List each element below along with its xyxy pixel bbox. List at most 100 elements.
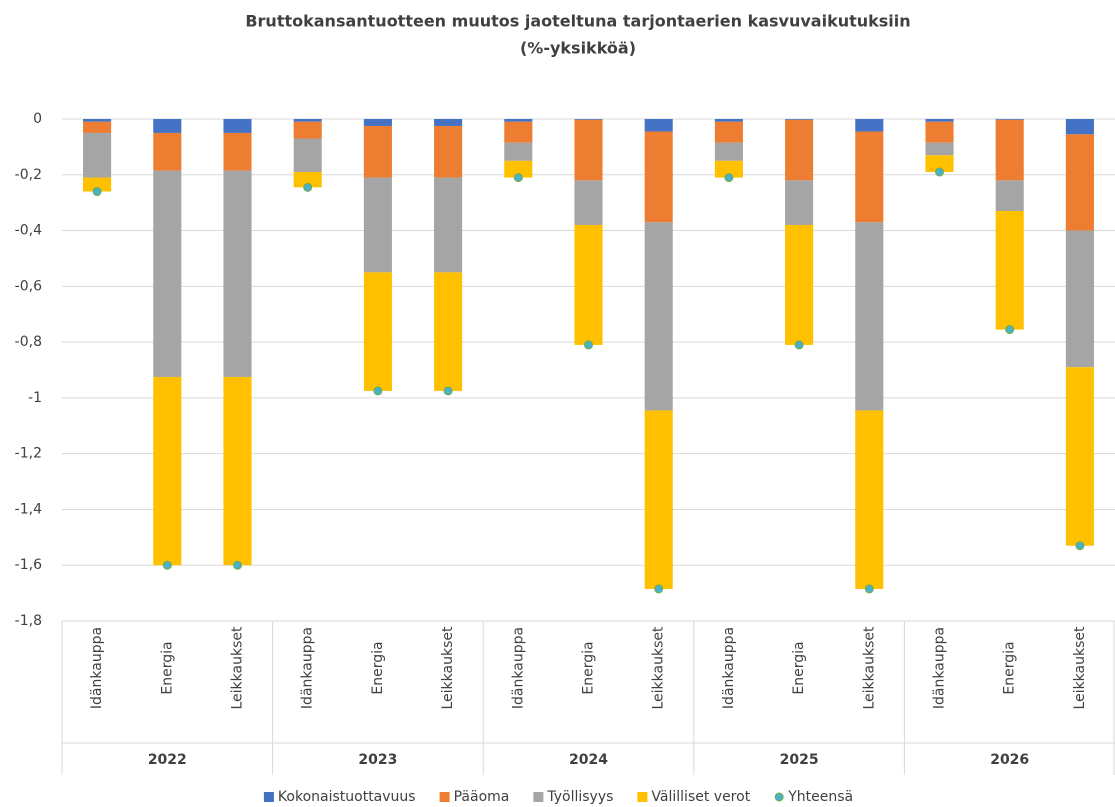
total-marker — [935, 167, 944, 177]
bar-segment — [714, 121, 743, 143]
total-marker — [92, 187, 102, 197]
chart-title: Bruttokansantuotteen muutos jaoteltuna t… — [245, 12, 910, 31]
total-marker — [233, 560, 242, 570]
bar-segment — [363, 125, 392, 178]
total-marker — [1005, 325, 1015, 335]
bar-segment — [363, 119, 392, 126]
bar-segment — [995, 119, 1024, 120]
bar-segment — [574, 119, 603, 181]
bar-segment — [83, 132, 112, 178]
bar-segment — [293, 171, 322, 188]
bar-segment — [504, 121, 533, 143]
total-marker — [303, 182, 313, 192]
x-tick-label: Leikkaukset — [440, 626, 456, 709]
bar-segment — [223, 119, 252, 133]
total-marker — [654, 584, 664, 594]
x-tick-label: Energia — [791, 641, 807, 694]
legend-icon — [533, 792, 544, 802]
bar-segment — [714, 160, 743, 178]
chart-subtitle: (%-yksikköä) — [520, 39, 636, 58]
y-tick-label: -0,6 — [15, 278, 42, 294]
bar-segment — [1065, 119, 1094, 135]
legend-label: Kokonaistuottavuus — [278, 789, 416, 805]
bar-segment — [434, 125, 463, 178]
x-tick-label: Idänkauppa — [721, 627, 737, 709]
total-marker — [794, 340, 804, 350]
bar-segment — [223, 170, 252, 377]
bar-segment — [504, 160, 533, 178]
legend-label: Pääoma — [454, 789, 510, 805]
bar-segment — [995, 211, 1024, 330]
x-tick-label: Energia — [370, 641, 386, 694]
bar-segment — [714, 142, 743, 161]
legend-label: Työllisyys — [546, 789, 613, 805]
bar-segment — [855, 119, 884, 132]
x-tick-label: Energia — [581, 641, 597, 694]
bar-segment — [293, 138, 322, 172]
bar-segment — [995, 180, 1024, 212]
bar-segment — [925, 155, 954, 172]
bar-segment — [785, 119, 814, 181]
bar-segment — [153, 132, 182, 171]
y-tick-label: -1,2 — [15, 446, 42, 462]
total-marker — [373, 386, 383, 396]
bar-segment — [644, 222, 673, 411]
x-tick-label: Idänkauppa — [89, 627, 105, 709]
bar-segment — [925, 142, 954, 156]
total-marker — [162, 560, 172, 570]
total-marker — [443, 386, 453, 396]
y-tick-label: -1,8 — [15, 613, 42, 629]
bar-segment — [925, 121, 954, 143]
bar-segment — [504, 142, 533, 161]
bar-segment — [785, 119, 814, 120]
y-tick-label: -0,4 — [15, 223, 42, 239]
bar-segment — [153, 376, 182, 566]
x-tick-label: Leikkaukset — [1072, 626, 1088, 709]
bar-segment — [83, 177, 112, 192]
bar-segment — [434, 119, 463, 126]
total-marker — [1075, 541, 1085, 551]
bar-segment — [434, 272, 463, 391]
bar-segment — [363, 177, 392, 273]
bar-segment — [153, 119, 182, 133]
x-tick-label: Leikkaukset — [651, 626, 667, 709]
x-tick-label: Idänkauppa — [300, 627, 316, 709]
bar-segment — [223, 132, 252, 171]
bar-segment — [574, 119, 603, 120]
group-label: 2026 — [990, 752, 1029, 768]
bar-segment — [293, 121, 322, 139]
y-tick-label: -1,4 — [15, 501, 42, 517]
legend-icon — [774, 792, 784, 802]
group-label: 2023 — [358, 752, 397, 768]
bar-segment — [504, 119, 533, 122]
bar-segment — [574, 180, 603, 225]
bar-segment — [785, 180, 814, 225]
legend-icon — [637, 792, 648, 802]
bar-segment — [1065, 230, 1094, 368]
bar-segment — [714, 119, 743, 122]
x-tick-label: Idänkauppa — [932, 627, 948, 709]
y-tick-label: -1 — [28, 390, 42, 406]
legend-icon — [263, 792, 274, 802]
total-marker — [864, 584, 874, 594]
bar-segment — [855, 131, 884, 223]
bar-segment — [153, 170, 182, 377]
bar-segment — [785, 224, 814, 345]
bar-segment — [83, 119, 112, 122]
y-tick-label: 0 — [33, 111, 42, 127]
x-tick-label: Energia — [1002, 641, 1018, 694]
bar-segment — [855, 410, 884, 589]
total-marker — [513, 173, 523, 183]
bar-segment — [574, 224, 603, 345]
x-tick-label: Energia — [159, 641, 175, 694]
total-marker — [584, 340, 593, 350]
legend-label: Välilliset verot — [651, 789, 750, 805]
bar-segment — [1065, 134, 1094, 231]
bar-segment — [855, 222, 884, 411]
y-tick-label: -0,2 — [15, 167, 42, 183]
bar-segment — [644, 131, 673, 223]
legend-icon — [439, 792, 450, 802]
x-tick-label: Leikkaukset — [861, 626, 877, 709]
group-label: 2024 — [569, 752, 608, 768]
